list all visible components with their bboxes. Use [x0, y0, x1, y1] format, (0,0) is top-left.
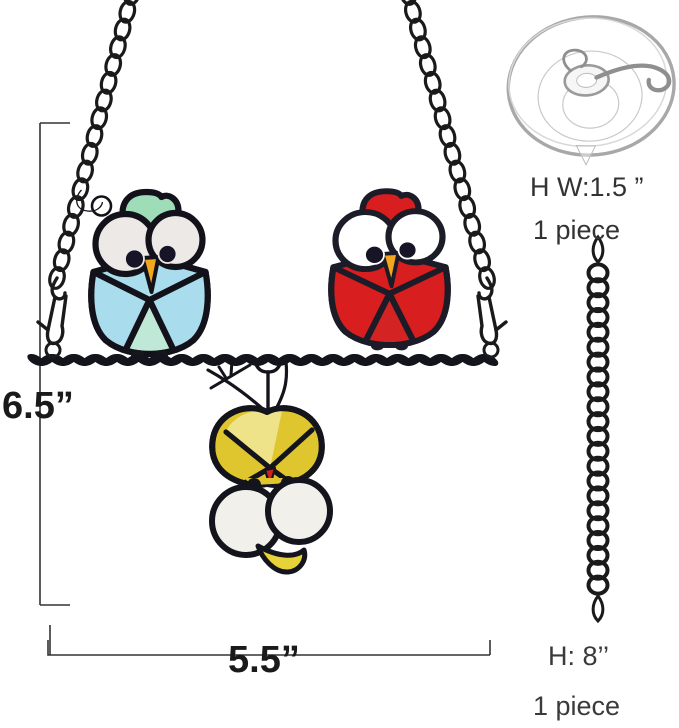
svg-text:1 piece: 1 piece: [533, 215, 620, 245]
svg-text:1 piece: 1 piece: [533, 691, 620, 721]
svg-text:H W:1.5 ”: H W:1.5 ”: [530, 172, 644, 202]
svg-text:5.5”: 5.5”: [228, 639, 300, 681]
svg-text:6.5”: 6.5”: [2, 385, 74, 427]
svg-text:H: 8’’: H: 8’’: [548, 641, 609, 671]
